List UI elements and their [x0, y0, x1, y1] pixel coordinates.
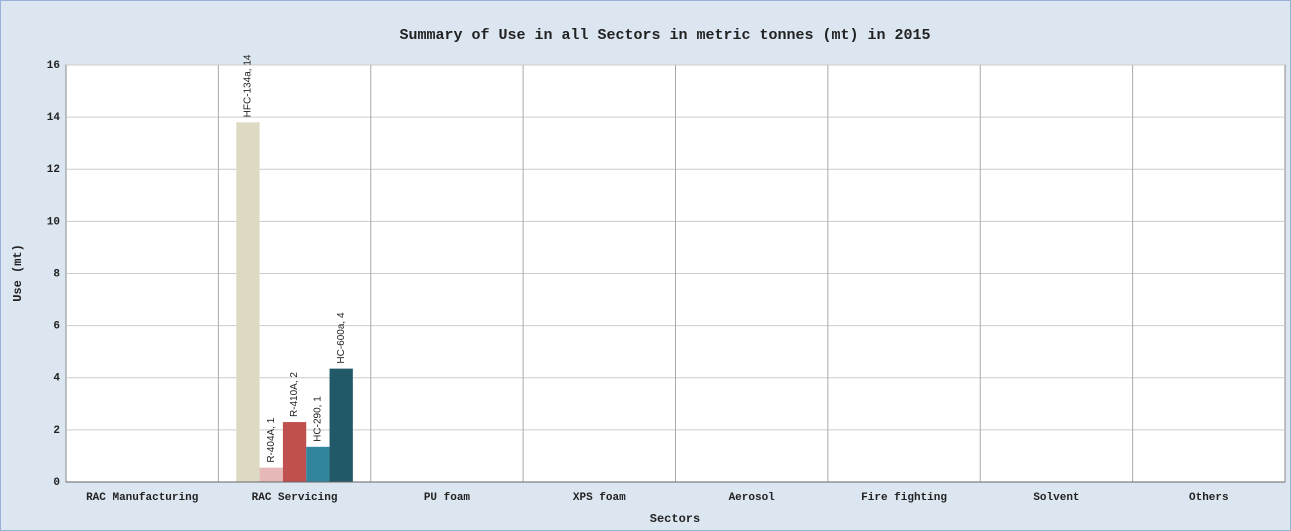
- bar: [329, 368, 353, 482]
- y-tick-label: 2: [53, 425, 60, 437]
- data-label: HC-290, 1: [313, 396, 324, 442]
- y-tick-label: 12: [47, 164, 60, 176]
- x-tick-label: XPS foam: [573, 492, 626, 504]
- y-axis-label: Use (mt): [11, 244, 25, 302]
- data-label: R-410A, 2: [289, 372, 300, 417]
- bar: [236, 122, 260, 483]
- bar: [282, 422, 307, 482]
- x-tick-label: PU foam: [424, 492, 471, 504]
- chart-title: Summary of Use in all Sectors in metric …: [399, 27, 930, 44]
- data-label: HC-600a, 4: [336, 312, 347, 364]
- y-tick-label: 4: [53, 373, 60, 385]
- y-tick-label: 14: [47, 112, 61, 124]
- x-tick-label: Others: [1189, 492, 1229, 504]
- y-tick-label: 16: [47, 60, 60, 72]
- bar: [306, 446, 330, 482]
- y-tick-label: 10: [47, 216, 60, 228]
- x-tick-label: RAC Manufacturing: [86, 492, 198, 504]
- x-tick-label: RAC Servicing: [252, 492, 338, 504]
- x-tick-label: Aerosol: [729, 492, 776, 504]
- y-tick-label: 8: [53, 268, 60, 280]
- y-tick-label: 6: [53, 321, 60, 333]
- data-label: HFC-134a, 14: [243, 54, 254, 117]
- bar: [259, 467, 283, 482]
- x-axis-label: Sectors: [650, 512, 700, 526]
- x-tick-label: Solvent: [1033, 492, 1079, 504]
- y-tick-label: 0: [53, 477, 60, 489]
- data-label: R-404A, 1: [266, 417, 277, 462]
- x-tick-label: Fire fighting: [861, 492, 947, 504]
